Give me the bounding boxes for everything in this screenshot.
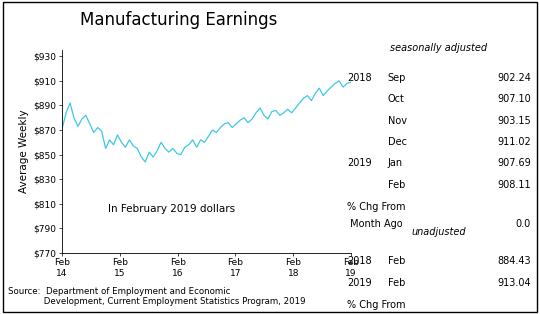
Text: % Chg From: % Chg From [347,202,406,212]
Text: unadjusted: unadjusted [411,227,467,237]
Text: Nov: Nov [388,116,407,126]
Text: Sep: Sep [388,73,406,83]
Text: 911.02: 911.02 [497,137,531,147]
Text: 884.43: 884.43 [497,256,531,266]
Text: Jan: Jan [388,158,403,168]
Text: 2019: 2019 [347,158,372,168]
Text: 2019: 2019 [347,278,372,288]
Text: 0.0: 0.0 [516,219,531,229]
Text: 902.24: 902.24 [497,73,531,83]
Text: seasonally adjusted: seasonally adjusted [390,43,488,53]
Y-axis label: Average Weekly: Average Weekly [19,110,29,193]
Text: Development, Current Employment Statistics Program, 2019: Development, Current Employment Statisti… [8,297,306,306]
Text: Dec: Dec [388,137,407,147]
Text: Manufacturing Earnings: Manufacturing Earnings [79,11,277,29]
Text: 913.04: 913.04 [497,278,531,288]
Text: Month Ago: Month Ago [347,219,403,229]
Text: Feb: Feb [388,256,405,266]
Text: 908.11: 908.11 [497,180,531,190]
Text: 907.10: 907.10 [497,94,531,104]
Text: Feb: Feb [388,278,405,288]
Text: % Chg From: % Chg From [347,300,406,310]
Text: Source:  Department of Employment and Economic: Source: Department of Employment and Eco… [8,287,231,296]
Text: In February 2019 dollars: In February 2019 dollars [109,203,235,214]
Text: Feb: Feb [388,180,405,190]
Text: 2018: 2018 [347,256,372,266]
Text: 903.15: 903.15 [497,116,531,126]
Text: 2018: 2018 [347,73,372,83]
Text: 907.69: 907.69 [497,158,531,168]
Text: Oct: Oct [388,94,404,104]
